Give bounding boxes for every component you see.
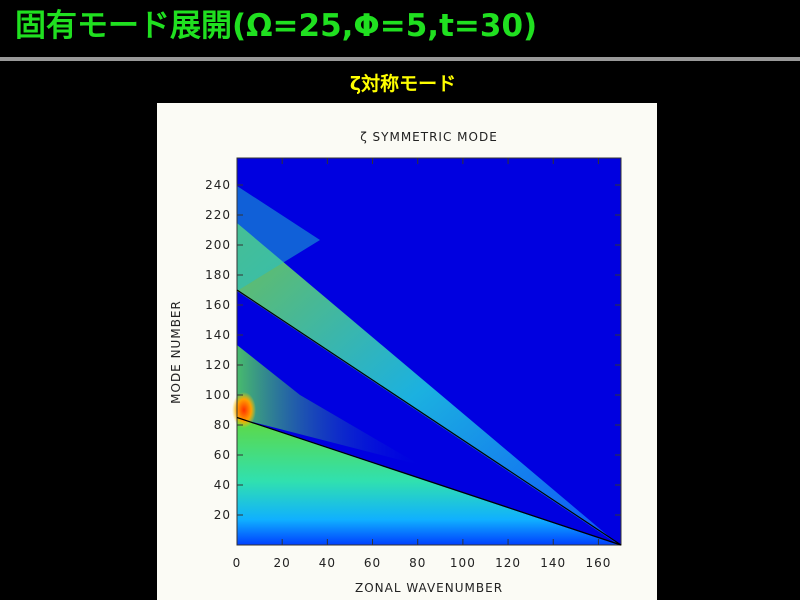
chart-title: ζ SYMMETRIC MODE (360, 130, 498, 144)
x-tick-label: 100 (450, 556, 476, 570)
x-tick-label: 0 (233, 556, 242, 570)
y-tick-label: 40 (214, 478, 231, 492)
y-label: MODE NUMBER (169, 300, 183, 404)
heat-band (237, 186, 320, 291)
x-tick-label: 160 (585, 556, 611, 570)
x-tick-label: 140 (540, 556, 566, 570)
subtitle: ζ対称モード (350, 72, 456, 95)
y-tick-label: 220 (205, 208, 231, 222)
y-tick-label: 240 (205, 178, 231, 192)
y-tick-label: 200 (205, 238, 231, 252)
mode-boundary-line (236, 416, 622, 546)
x-tick-label: 80 (409, 556, 426, 570)
heat-band (237, 345, 420, 465)
y-tick-label: 60 (214, 448, 231, 462)
y-tick-label: 100 (205, 388, 231, 402)
x-label: ZONAL WAVENUMBER (355, 581, 503, 595)
x-tick-label: 120 (495, 556, 521, 570)
y-tick-label: 20 (214, 508, 231, 522)
plot-frame (236, 157, 622, 546)
y-tick-label: 160 (205, 298, 231, 312)
heat-band (237, 223, 619, 545)
y-tick-label: 180 (205, 268, 231, 282)
divider (0, 57, 800, 61)
y-tick-label: 140 (205, 328, 231, 342)
heatmap (232, 158, 621, 545)
y-tick-label: 80 (214, 418, 231, 432)
heat-spot (232, 392, 256, 428)
mode-boundary-line (236, 289, 622, 546)
x-tick-label: 40 (319, 556, 336, 570)
x-tick-label: 60 (364, 556, 381, 570)
slide-title: 固有モード展開(Ω=25,Φ=5,t=30) (15, 8, 537, 44)
x-tick-label: 20 (274, 556, 291, 570)
y-tick-label: 120 (205, 358, 231, 372)
